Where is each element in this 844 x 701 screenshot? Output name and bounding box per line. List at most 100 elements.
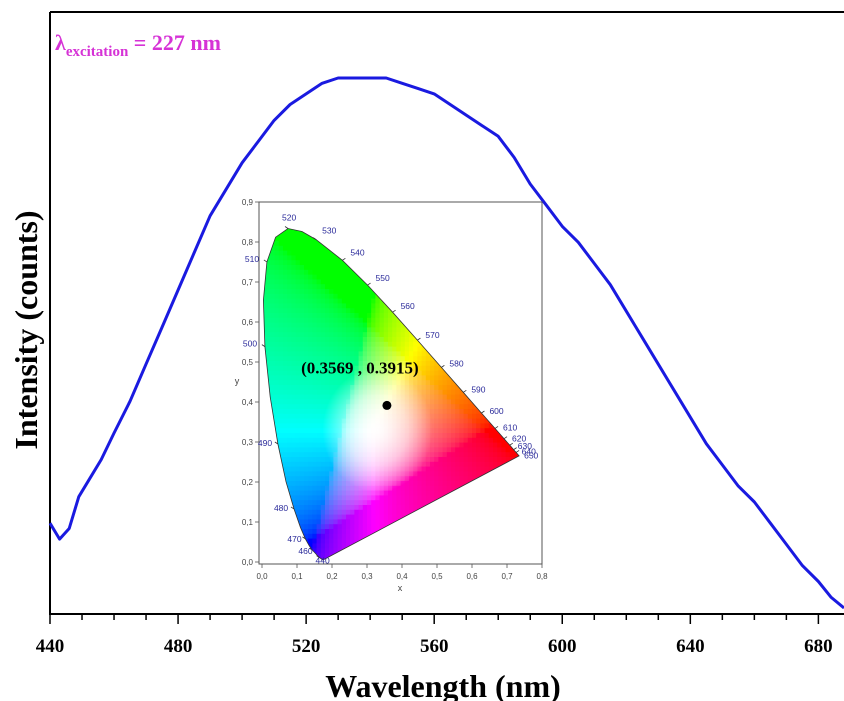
gamut-cell: [316, 317, 322, 323]
gamut-cell: [299, 422, 305, 429]
gamut-cell: [283, 331, 288, 337]
gamut-cell: [396, 355, 402, 361]
gamut-cell: [274, 250, 280, 256]
gamut-cell: [383, 504, 389, 510]
gamut-cell: [320, 456, 326, 462]
gamut-cell: [341, 274, 347, 280]
gamut-cell: [308, 379, 313, 385]
gamut-cell: [283, 403, 288, 409]
gamut-cell: [312, 504, 318, 510]
gamut-cell: [333, 312, 339, 318]
gamut-cell: [346, 514, 351, 520]
cie-locus-ticks: [261, 226, 520, 558]
gamut-cell: [283, 322, 288, 328]
gamut-cell: [497, 432, 502, 438]
gamut-cell: [312, 442, 318, 448]
gamut-cell: [299, 230, 305, 237]
gamut-cell: [379, 499, 385, 505]
gamut-cell: [333, 528, 339, 534]
gamut-cell: [325, 504, 330, 510]
gamut-cell: [295, 442, 301, 448]
gamut-cell: [476, 418, 481, 424]
gamut-cell: [434, 394, 439, 400]
gamut-cell: [291, 374, 297, 381]
gamut-cell: [434, 427, 439, 433]
gamut-cell: [291, 451, 297, 457]
gamut-cell: [283, 250, 288, 256]
gamut-cell: [463, 461, 469, 467]
gamut-cell: [325, 552, 330, 558]
gamut-cell: [354, 528, 360, 534]
gamut-cell: [325, 302, 330, 309]
gamut-cell: [459, 422, 465, 429]
gamut-cell: [409, 499, 414, 505]
gamut-cell: [480, 413, 486, 419]
gamut-cell: [308, 514, 313, 520]
gamut-cell: [505, 451, 511, 457]
gamut-cell: [350, 283, 355, 289]
gamut-cell: [442, 470, 448, 477]
gamut-cell: [304, 235, 309, 241]
gamut-cell: [283, 466, 288, 472]
gamut-cell: [446, 427, 452, 433]
gamut-cell: [358, 298, 364, 304]
gamut-cell: [263, 283, 267, 289]
cie-x-tick-label: 0,1: [291, 572, 303, 581]
gamut-cell: [291, 336, 297, 342]
gamut-cell: [316, 360, 322, 366]
gamut-cell: [308, 274, 313, 280]
gamut-cell: [417, 360, 423, 366]
gamut-cell: [350, 494, 355, 501]
gamut-cell: [274, 355, 280, 361]
gamut-cell: [346, 504, 351, 510]
gamut-cell: [316, 278, 322, 285]
gamut-cell: [308, 485, 313, 491]
gamut-cell: [434, 490, 439, 496]
locus-wavelength-label: 620: [512, 434, 526, 444]
gamut-cell: [346, 293, 351, 299]
gamut-cell: [446, 374, 452, 381]
gamut-cell: [287, 442, 292, 448]
gamut-cell: [484, 451, 490, 457]
gamut-cell: [299, 518, 305, 525]
gamut-cell: [480, 466, 486, 472]
gamut-cell: [304, 302, 309, 309]
gamut-cell: [274, 379, 280, 385]
gamut-cell: [362, 499, 368, 505]
excitation-subscript: excitation: [66, 44, 129, 60]
gamut-cell: [413, 346, 418, 352]
gamut-cell: [329, 470, 334, 477]
gamut-cell: [451, 422, 456, 429]
gamut-cell: [333, 547, 339, 553]
gamut-cell: [316, 312, 322, 318]
gamut-cell: [308, 509, 313, 515]
gamut-cell: [304, 518, 309, 525]
gamut-cell: [274, 298, 280, 304]
gamut-cell: [371, 331, 376, 337]
locus-tick: [509, 442, 513, 446]
gamut-cell: [337, 293, 343, 299]
gamut-cell: [278, 394, 284, 400]
gamut-cell: [291, 240, 297, 246]
gamut-cell: [320, 518, 326, 525]
gamut-cell: [287, 413, 292, 419]
gamut-cell: [274, 269, 280, 275]
gamut-cell: [333, 283, 339, 289]
gamut-cell: [400, 485, 406, 491]
gamut-cell: [472, 432, 477, 438]
gamut-cell: [316, 533, 322, 539]
gamut-cell: [329, 269, 334, 275]
gamut-cell: [488, 442, 494, 448]
x-tick-label: 600: [548, 636, 577, 657]
gamut-cell: [421, 466, 427, 472]
gamut-cell: [333, 475, 339, 481]
gamut-cell: [346, 542, 351, 549]
gamut-cell: [388, 312, 393, 318]
gamut-cell: [312, 413, 318, 419]
gamut-cell: [304, 322, 309, 328]
gamut-cell: [379, 490, 385, 496]
gamut-cell: [388, 317, 393, 323]
gamut-cell: [295, 422, 301, 429]
gamut-cell: [337, 504, 343, 510]
gamut-cell: [467, 413, 473, 419]
